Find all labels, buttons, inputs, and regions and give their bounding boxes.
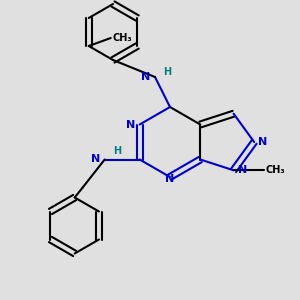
Text: N: N xyxy=(258,137,267,147)
Text: N: N xyxy=(92,154,101,164)
Text: CH₃: CH₃ xyxy=(266,165,285,175)
Text: N: N xyxy=(141,72,150,82)
Text: CH₃: CH₃ xyxy=(113,33,132,43)
Text: N: N xyxy=(165,174,175,184)
Text: N: N xyxy=(238,165,247,175)
Text: H: H xyxy=(113,146,121,157)
Text: N: N xyxy=(126,119,136,130)
Text: H: H xyxy=(163,67,171,77)
